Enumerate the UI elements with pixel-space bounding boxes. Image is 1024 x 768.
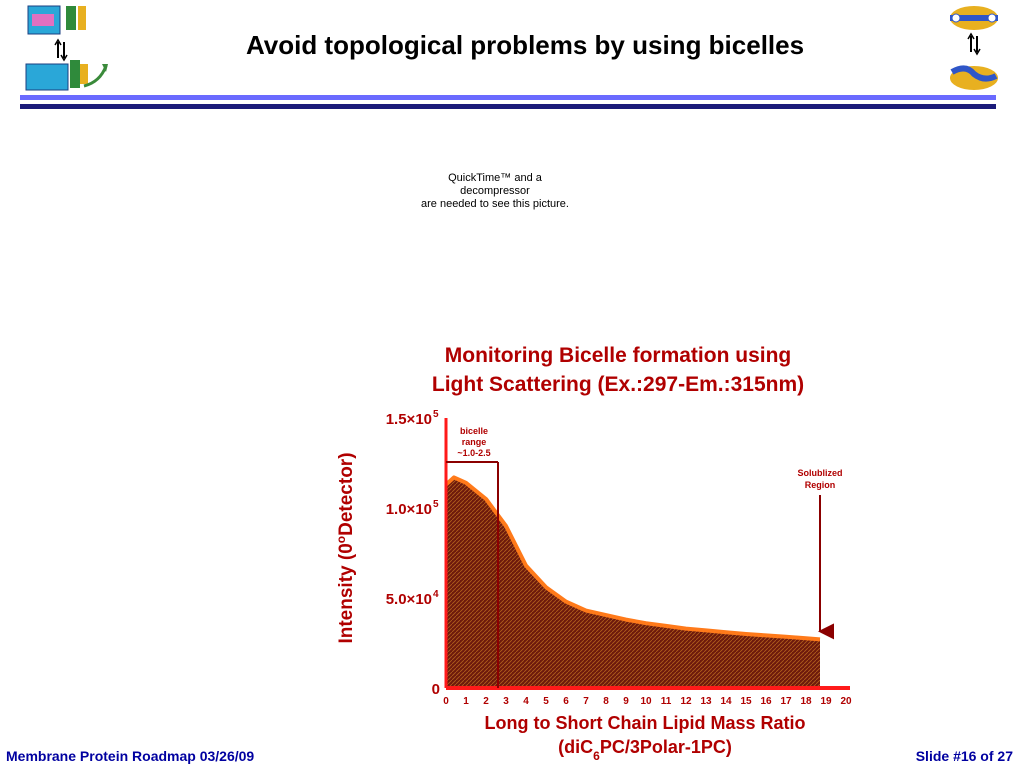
x-tick-label: 0: [443, 696, 449, 707]
x-tick-label: 13: [700, 696, 712, 707]
chart-title-line-1: Monitoring Bicelle formation using: [445, 344, 792, 367]
plot-area: [444, 475, 821, 688]
y-tick-label: 0: [432, 681, 440, 698]
x-tick-label: 15: [740, 696, 752, 707]
y-tick-mantissa: 1.5×10: [386, 411, 432, 428]
y-tick-exponent: 5: [433, 409, 439, 420]
footer-presentation-info: Membrane Protein Roadmap 03/26/09: [6, 748, 255, 764]
x-tick-label: 12: [680, 696, 692, 707]
x-tick-label: 18: [800, 696, 812, 707]
y-axis-label-text: Intensity (0: [336, 543, 357, 643]
x-tick-label: 16: [760, 696, 772, 707]
bicelle-diagram-icon: [950, 6, 998, 90]
y-tick-exponent: 4: [433, 589, 439, 600]
y-tick-label: 1.0×10: [386, 501, 432, 518]
x-tick-label: 3: [503, 696, 509, 707]
x-tick-label: 5: [543, 696, 549, 707]
x-tick-label: 1: [463, 696, 469, 707]
x-tick-label: 9: [623, 696, 629, 707]
y-tick-mantissa: 1.0×10: [386, 501, 432, 518]
x-axis-label-line-2: (diC6PC/3Polar-1PC): [558, 737, 732, 763]
series-area-fill: [446, 477, 820, 688]
bicelle-range-label: ~1.0-2.5: [457, 448, 490, 458]
y-tick-label: 1.5×10: [386, 411, 432, 428]
x-axis-label-line-1: Long to Short Chain Lipid Mass Ratio: [485, 713, 806, 733]
x-tick-label: 11: [661, 696, 672, 707]
chart-title-line-2: Light Scattering (Ex.:297-Em.:315nm): [432, 373, 804, 396]
bicelle-range-label: bicelle: [460, 426, 488, 436]
x-tick-label: 10: [640, 696, 652, 707]
x-tick-label: 8: [603, 696, 609, 707]
slide-title: Avoid topological problems by using bice…: [245, 30, 805, 60]
x-tick-label: 20: [840, 696, 852, 707]
x-tick-label: 2: [483, 696, 489, 707]
solublized-region-label: Solublized: [798, 468, 843, 478]
header-rule-light: [20, 95, 996, 100]
x-tick-label: 14: [720, 696, 732, 707]
y-tick-exponent: 5: [433, 499, 439, 510]
y-tick-mantissa: 0: [432, 681, 440, 698]
placeholder-line: are needed to see this picture.: [421, 198, 569, 210]
x-tick-label: 6: [563, 696, 569, 707]
series-line: [444, 475, 821, 642]
solublized-region-label: Region: [805, 480, 836, 490]
quicktime-placeholder: QuickTime™ and a decompressor are needed…: [385, 172, 605, 211]
placeholder-line: QuickTime™ and a: [448, 172, 542, 184]
placeholder-line: decompressor: [460, 185, 530, 197]
y-tick-mantissa: 5.0×10: [386, 591, 432, 608]
bicelle-range-label: range: [462, 437, 487, 447]
x-tick-label: 17: [780, 696, 792, 707]
x-tick-label: 7: [583, 696, 589, 707]
x-tick-label: 4: [523, 696, 529, 707]
y-tick-label: 5.0×10: [386, 591, 432, 608]
header-rule-dark: [20, 104, 996, 109]
x-tick-label: 19: [820, 696, 832, 707]
membrane-protein-diagram-icon: [25, 5, 108, 91]
y-axis-label: Intensity (0oDetector): [334, 452, 357, 643]
footer-slide-number: Slide #16 of 27: [915, 748, 1013, 764]
